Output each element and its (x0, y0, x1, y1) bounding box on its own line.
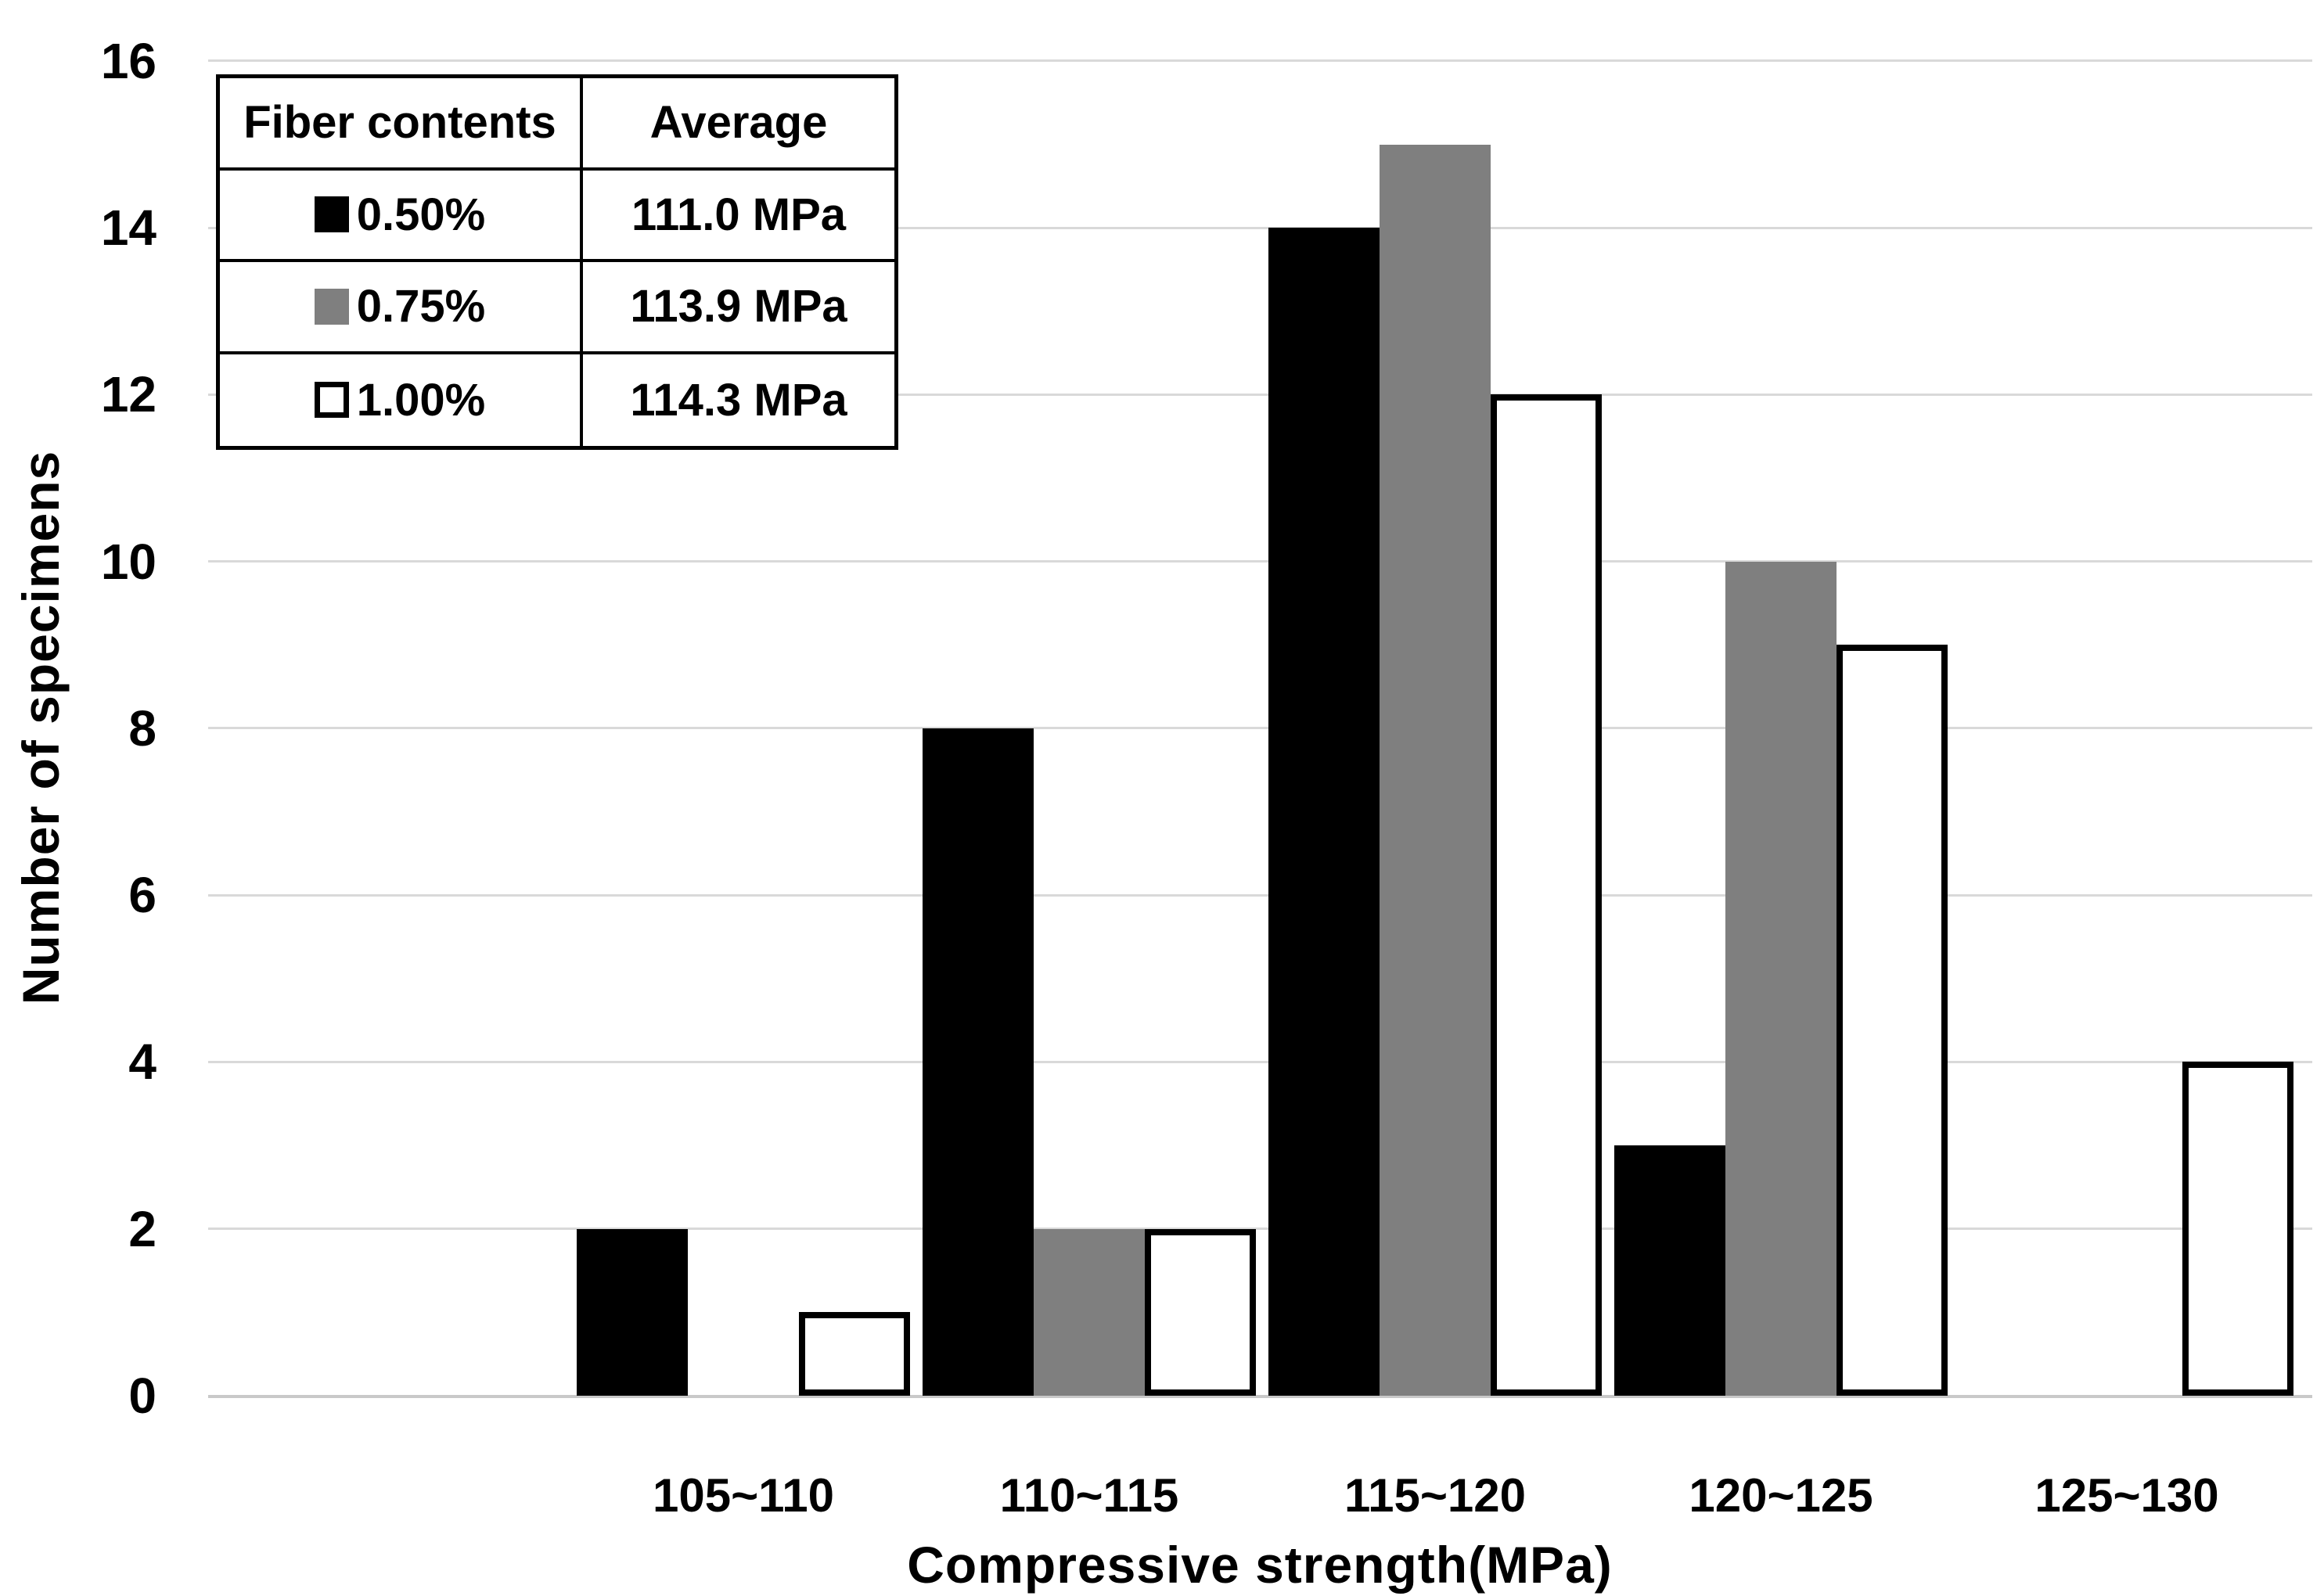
legend-series-cell: 0.75% (220, 262, 583, 354)
x-tick-label-125~130: 125~130 (2034, 1469, 2219, 1522)
x-tick-label-120~125: 120~125 (1689, 1469, 1873, 1522)
legend-swatch-0.50% (314, 196, 349, 233)
legend-header-average: Average (583, 78, 894, 171)
bar-1.00%-105~110 (799, 1312, 910, 1396)
y-tick-label-14: 14 (100, 200, 156, 257)
bar-1.00%-120~125 (1837, 645, 1948, 1396)
bar-0.75%-110~115 (1034, 1228, 1145, 1396)
legend-swatch-1.00% (314, 382, 349, 419)
x-tick-label-105~110: 105~110 (653, 1469, 834, 1522)
bar-0.75%-120~125 (1725, 561, 1837, 1396)
y-tick-label-2: 2 (128, 1200, 156, 1257)
gridline-y-6 (208, 893, 2312, 897)
bar-0.50%-115~120 (1268, 228, 1380, 1396)
y-tick-label-6: 6 (128, 867, 156, 924)
y-axis-title: Number of specimens (12, 450, 70, 1005)
y-tick-label-10: 10 (100, 533, 156, 590)
y-tick-label-12: 12 (100, 366, 156, 423)
x-tick-label-115~120: 115~120 (1344, 1469, 1526, 1522)
bar-1.00%-125~130 (2182, 1062, 2293, 1396)
legend-header-fiber-contents: Fiber contents (220, 78, 583, 171)
x-axis-title: Compressive strength(MPa) (907, 1536, 1613, 1594)
gridline-y-10 (208, 560, 2312, 563)
gridline-y-0 (208, 1394, 2312, 1398)
gridline-y-8 (208, 727, 2312, 730)
gridline-y-16 (208, 59, 2312, 63)
bar-1.00%-110~115 (1145, 1228, 1256, 1396)
legend-series-label: 0.50% (356, 189, 486, 240)
y-tick-label-4: 4 (128, 1033, 156, 1091)
legend-average-value: 113.9 MPa (583, 262, 894, 354)
bar-0.50%-120~125 (1614, 1145, 1725, 1396)
bar-0.50%-110~115 (923, 728, 1034, 1396)
y-tick-label-8: 8 (128, 699, 156, 757)
gridline-y-4 (208, 1060, 2312, 1063)
legend-average-value: 111.0 MPa (583, 171, 894, 262)
legend-series-label: 1.00% (356, 374, 486, 426)
legend-table: Fiber contents Average 0.50% 111.0 MPa 0.7… (216, 74, 898, 450)
bar-1.00%-115~120 (1491, 394, 1602, 1396)
legend-series-label: 0.75% (356, 281, 486, 332)
gridline-y-2 (208, 1228, 2312, 1231)
legend-swatch-0.75% (314, 288, 349, 325)
legend-average-value: 114.3 MPa (630, 374, 847, 426)
gridline-y-14 (208, 226, 2312, 229)
legend-series-cell: 0.50% (220, 170, 583, 262)
bar-0.50%-105~110 (577, 1228, 688, 1396)
legend-series-cell: 1.00% (220, 354, 583, 446)
gridline-y-12 (208, 393, 2312, 396)
y-tick-label-16: 16 (100, 32, 156, 89)
x-tick-label-110~115: 110~115 (999, 1469, 1179, 1522)
y-tick-label-0: 0 (128, 1368, 156, 1424)
bar-0.75%-115~120 (1380, 144, 1491, 1396)
